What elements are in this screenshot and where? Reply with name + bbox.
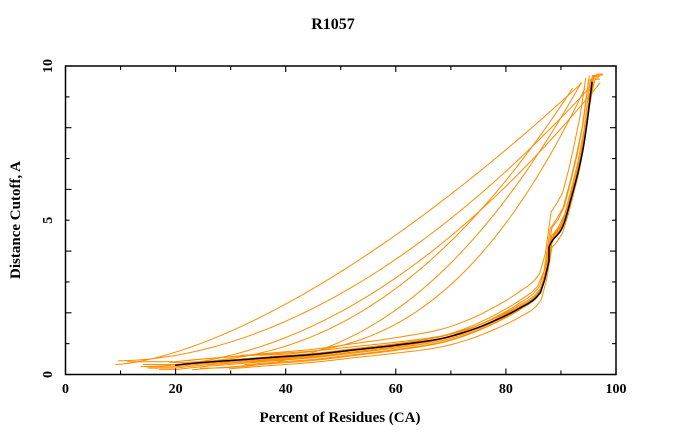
svg-text:R1057: R1057: [311, 16, 355, 33]
svg-text:60: 60: [389, 382, 403, 397]
svg-text:20: 20: [169, 382, 183, 397]
svg-text:40: 40: [279, 382, 293, 397]
svg-text:80: 80: [499, 382, 513, 397]
svg-text:5: 5: [41, 217, 56, 224]
svg-text:10: 10: [41, 59, 56, 73]
svg-text:Distance Cutoff, A: Distance Cutoff, A: [8, 161, 24, 279]
svg-text:100: 100: [606, 382, 627, 397]
svg-text:0: 0: [41, 371, 56, 378]
svg-text:0: 0: [62, 382, 69, 397]
svg-text:Percent of Residues (CA): Percent of Residues (CA): [260, 410, 421, 426]
